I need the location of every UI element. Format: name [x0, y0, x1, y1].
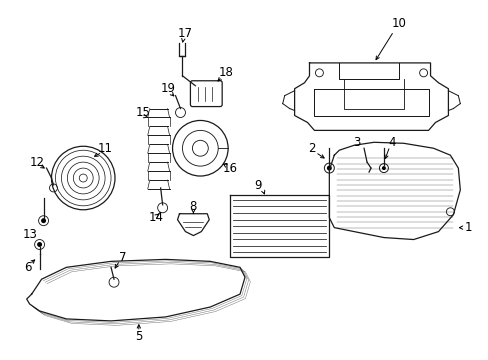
Text: 16: 16 — [222, 162, 237, 175]
Text: 7: 7 — [119, 251, 126, 264]
Text: 9: 9 — [254, 179, 261, 193]
Text: 18: 18 — [218, 66, 233, 79]
Text: 10: 10 — [390, 17, 406, 30]
Text: 1: 1 — [464, 221, 471, 234]
Text: 8: 8 — [189, 200, 197, 213]
Text: 5: 5 — [135, 330, 142, 343]
Text: 12: 12 — [30, 156, 45, 168]
Text: 3: 3 — [353, 136, 360, 149]
Circle shape — [381, 166, 385, 170]
Text: 15: 15 — [135, 106, 150, 119]
Text: 13: 13 — [22, 228, 37, 241]
Text: 11: 11 — [98, 142, 112, 155]
Text: 2: 2 — [307, 142, 315, 155]
Circle shape — [326, 166, 331, 171]
Text: 19: 19 — [161, 82, 176, 95]
Text: 4: 4 — [387, 136, 395, 149]
Circle shape — [41, 218, 46, 223]
Text: 17: 17 — [178, 27, 193, 40]
Text: 14: 14 — [148, 211, 163, 224]
Text: 6: 6 — [24, 261, 31, 274]
Circle shape — [37, 242, 42, 247]
